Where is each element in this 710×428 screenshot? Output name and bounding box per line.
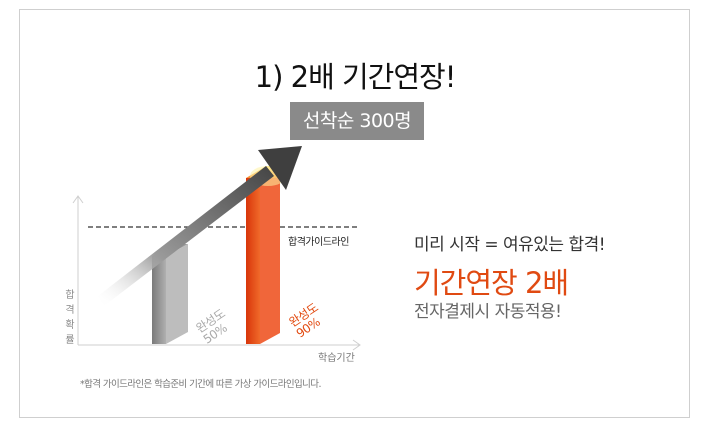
x-axis-arrow-icon bbox=[352, 339, 361, 351]
guideline-label: 합격가이드라인 bbox=[288, 237, 349, 248]
promo-panel bbox=[19, 9, 690, 418]
y-axis-label: 합격확률 bbox=[65, 290, 75, 346]
x-axis-label: 학습기간 bbox=[318, 353, 355, 364]
y-axis-arrow-icon bbox=[72, 195, 84, 204]
footnote: *합격 가이드라인은 학습준비 기간에 따른 가상 가이드라인입니다. bbox=[80, 379, 321, 390]
promo-line-2: 기간연장 2배 bbox=[414, 266, 569, 300]
promo-line-1: 미리 시작 = 여유있는 합격! bbox=[414, 235, 606, 255]
promo-line-3: 전자결제시 자동적용! bbox=[414, 302, 562, 322]
headline: 1) 2배 기간연장! bbox=[254, 60, 457, 94]
growth-arrow-icon bbox=[98, 146, 302, 306]
first-come-badge: 선착순 300명 bbox=[290, 102, 424, 140]
